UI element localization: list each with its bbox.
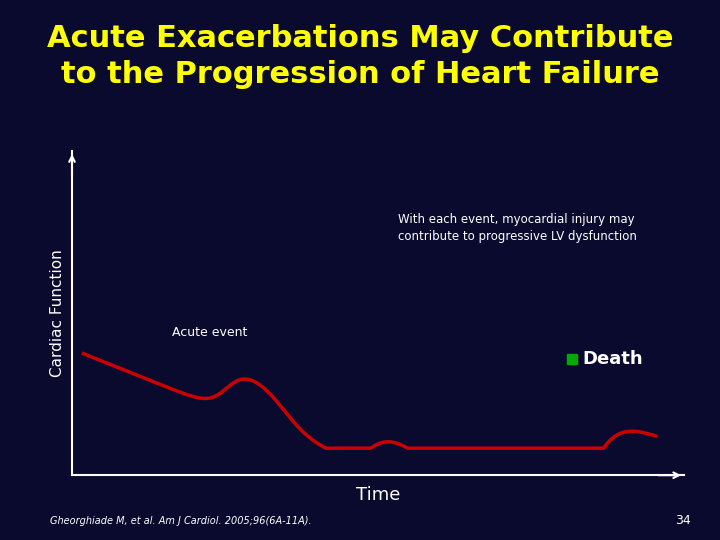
Text: With each event, myocardial injury may
contribute to progressive LV dysfunction: With each event, myocardial injury may c… xyxy=(398,213,637,244)
Text: Acute event: Acute event xyxy=(172,326,248,339)
Text: Gheorghiade M, et al. Am J Cardiol. 2005;96(6A-11A).: Gheorghiade M, et al. Am J Cardiol. 2005… xyxy=(50,516,312,526)
Text: 34: 34 xyxy=(675,514,691,526)
Text: Death: Death xyxy=(582,350,644,368)
Text: Acute Exacerbations May Contribute
to the Progression of Heart Failure: Acute Exacerbations May Contribute to th… xyxy=(47,24,673,89)
X-axis label: Time: Time xyxy=(356,487,400,504)
Y-axis label: Cardiac Function: Cardiac Function xyxy=(50,249,65,377)
